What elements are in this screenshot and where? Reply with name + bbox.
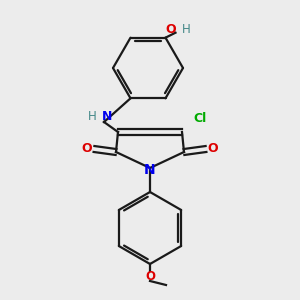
Text: N: N: [102, 110, 112, 122]
Text: O: O: [82, 142, 92, 155]
Text: N: N: [144, 163, 156, 177]
Text: O: O: [165, 23, 175, 36]
Text: O: O: [145, 271, 155, 284]
Text: O: O: [208, 142, 218, 155]
Text: H: H: [182, 23, 190, 36]
Text: H: H: [88, 110, 97, 122]
Text: Cl: Cl: [194, 112, 207, 124]
